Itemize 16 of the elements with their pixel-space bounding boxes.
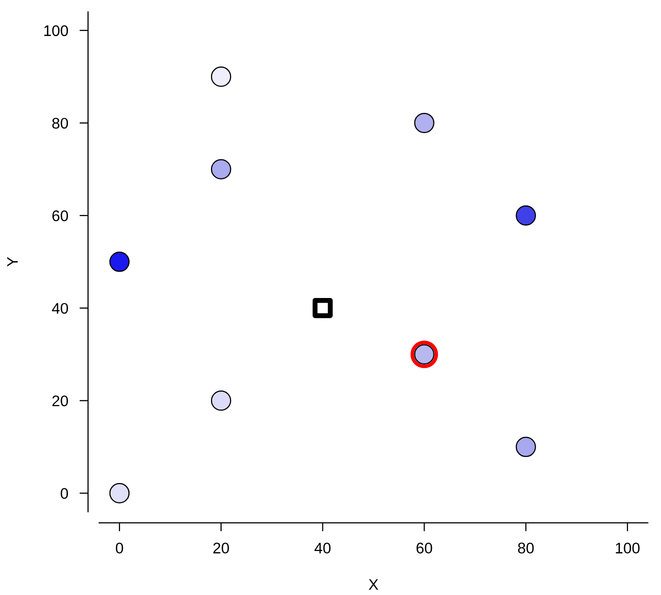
x-tick-label: 20	[213, 542, 229, 554]
x-tick-label: 80	[518, 542, 534, 554]
point	[410, 340, 438, 368]
y-tick-label: 40	[52, 302, 68, 314]
x-tick-label: 100	[616, 542, 640, 554]
x-tick-label: 60	[416, 542, 432, 554]
x-tick-label: 0	[116, 542, 124, 554]
point	[312, 298, 333, 318]
x-axis-title: X	[368, 579, 378, 590]
y-tick-label: 20	[52, 396, 68, 406]
y-tick-label: 60	[52, 210, 68, 222]
x-tick-label: 40	[314, 542, 331, 554]
y-axis-title: Y	[7, 257, 18, 267]
y-tick-label: 100	[44, 25, 68, 36]
y-tick-label: 80	[52, 118, 68, 129]
y-tick-label: 0	[60, 488, 68, 499]
